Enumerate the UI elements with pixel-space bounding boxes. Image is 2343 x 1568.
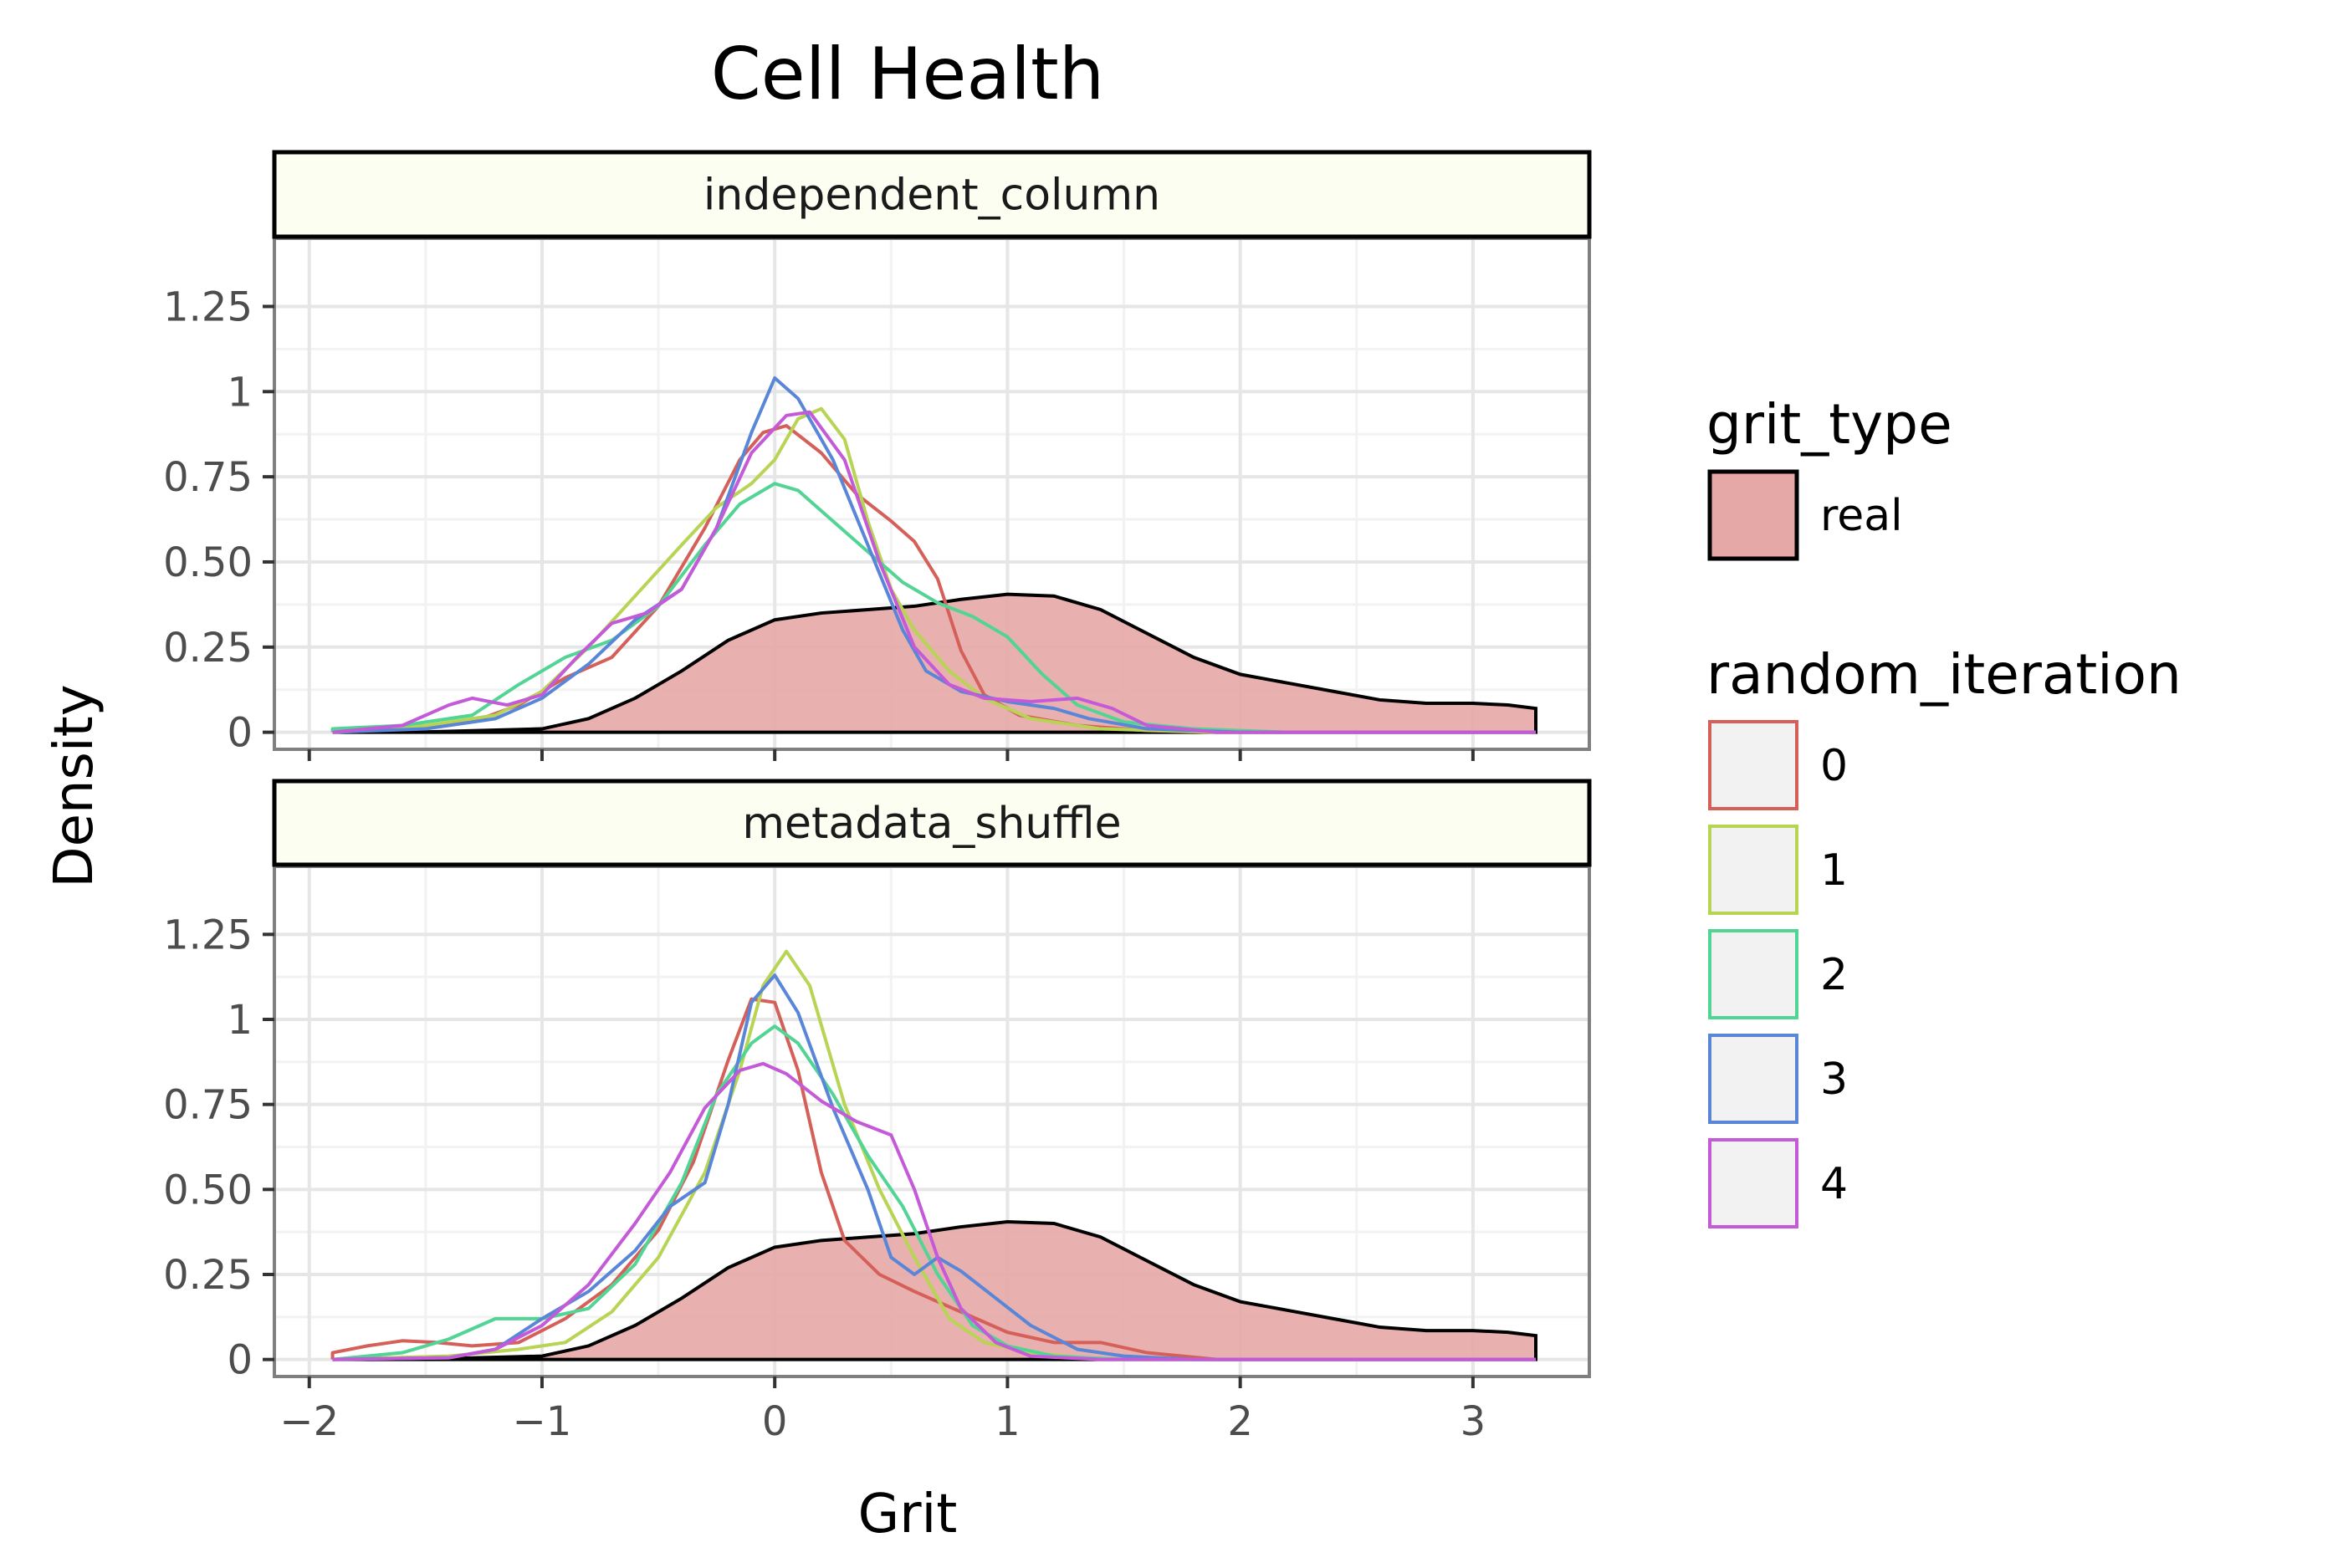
y-tick-label: 0.50	[163, 1167, 253, 1213]
y-tick-label: 1	[227, 369, 253, 416]
y-tick-label: 0.50	[163, 539, 253, 586]
facet-panels: independent_column00.250.500.7511.25meta…	[163, 150, 1592, 1445]
y-axis-title: Density	[43, 684, 105, 887]
real-density-area	[332, 592, 1538, 734]
legend-label: 3	[1820, 1055, 1848, 1105]
y-tick-label: 1.25	[163, 283, 253, 330]
x-tick-label: 3	[1461, 1398, 1486, 1445]
legend-key-1	[1708, 825, 1798, 915]
x-tick-label: 0	[762, 1398, 788, 1445]
legend-label: 1	[1820, 845, 1848, 896]
legend-label: 0	[1820, 741, 1848, 791]
facet-strip-label: metadata_shuffle	[742, 799, 1121, 849]
x-tick-label: −1	[513, 1398, 572, 1445]
facet-strip	[272, 150, 1592, 239]
y-tick-label: 0.25	[163, 1252, 253, 1299]
y-tick-label: 0	[227, 710, 253, 757]
legend-title: grit_type	[1706, 392, 1952, 457]
y-tick-label: 1.25	[163, 912, 253, 958]
x-axis-title: Grit	[858, 1484, 958, 1545]
y-tick-label: 0.75	[163, 454, 253, 501]
y-tick-label: 0.25	[163, 625, 253, 672]
random-iteration-0-curve	[330, 997, 1537, 1361]
random-iteration-2-curve	[330, 482, 1537, 734]
random-iteration-1-curve	[332, 949, 1537, 1361]
legend-label: 2	[1820, 950, 1848, 1000]
legend-key-3	[1708, 1034, 1798, 1124]
x-tick-label: −2	[279, 1398, 339, 1445]
random-iteration-3-curve	[332, 973, 1537, 1361]
random-iteration-2-curve	[332, 1024, 1537, 1361]
random-iteration-4-curve	[332, 410, 1537, 734]
x-tick-label: 2	[1227, 1398, 1253, 1445]
legend-key-0	[1708, 720, 1798, 810]
legend-label: real	[1820, 491, 1903, 541]
facet-strip	[272, 779, 1592, 867]
legend-random_iteration: random_iteration 0 1 2 3 4	[1706, 642, 2182, 1228]
facet-strip-label: independent_column	[703, 171, 1160, 221]
facet-panel-0: independent_column 0 0.25 0.50 0.75 1 1.25	[163, 150, 1592, 761]
x-tick-label: 1	[995, 1398, 1021, 1445]
facet-panel-1: metadata_shuffle 0 0.25 0.50 0.75 1 1.25 −2 −1 0 1…	[163, 779, 1592, 1445]
random-iteration-4-curve	[332, 1061, 1537, 1361]
y-tick-label: 0	[227, 1337, 253, 1384]
y-tick-label: 1	[227, 997, 253, 1044]
legend-key-2	[1708, 929, 1798, 1019]
legend-key-4	[1708, 1138, 1798, 1228]
legend-title: random_iteration	[1706, 642, 2182, 707]
random-iteration-3-curve	[332, 376, 1537, 734]
y-tick-label: 0.75	[163, 1082, 253, 1129]
legend-label: 4	[1820, 1159, 1848, 1209]
legend-key-real	[1707, 469, 1799, 561]
chart-title: Cell Health	[711, 33, 1104, 116]
